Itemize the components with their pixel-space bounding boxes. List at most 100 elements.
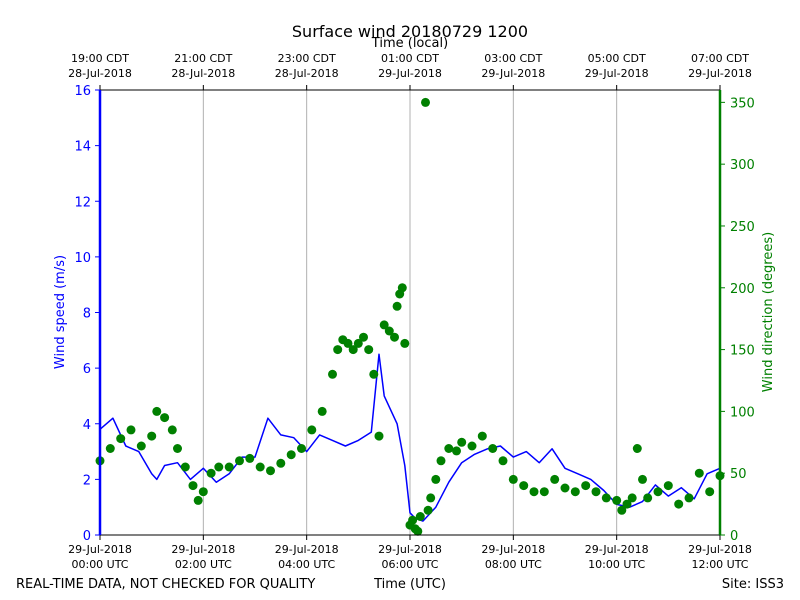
- wind-direction-point: [684, 493, 694, 503]
- right-tick-label: 300: [730, 158, 755, 173]
- x-axis-title: Time (UTC): [373, 577, 446, 592]
- wind-direction-point: [397, 283, 407, 293]
- wind-direction-point: [498, 456, 508, 466]
- wind-direction-point: [359, 332, 368, 342]
- left-tick-label: 8: [83, 307, 91, 322]
- wind-direction-point: [374, 431, 384, 441]
- x-tick-date: 29-Jul-2018: [688, 543, 752, 556]
- wind-direction-point: [167, 425, 177, 435]
- x-tick-time: 02:00 UTC: [175, 558, 232, 571]
- wind-direction-point: [333, 345, 343, 355]
- wind-direction-point: [519, 481, 529, 491]
- wind-direction-point: [444, 444, 454, 453]
- top-tick-time: 01:00 CDT: [381, 52, 439, 65]
- wind-direction-point: [431, 474, 441, 484]
- quality-disclaimer: REAL-TIME DATA, NOT CHECKED FOR QUALITY: [16, 577, 315, 592]
- top-tick-date: 29-Jul-2018: [481, 67, 545, 80]
- wind-direction-point: [180, 462, 190, 472]
- wind-direction-point: [173, 444, 182, 453]
- wind-direction-point: [224, 462, 234, 472]
- wind-direction-point: [206, 468, 216, 478]
- top-x-axis: 19:00 CDT 28-Jul-2018 21:00 CDT 28-Jul-2018…: [68, 52, 752, 90]
- wind-direction-point: [214, 462, 224, 472]
- left-y-axis: 0 2 4 6 8 10 12 14 16: [74, 84, 100, 544]
- x-tick-date: 29-Jul-2018: [68, 543, 132, 556]
- site-label: Site: ISS3: [722, 577, 784, 592]
- left-tick-label: 0: [83, 529, 91, 544]
- top-tick-date: 29-Jul-2018: [378, 67, 442, 80]
- wind-direction-point: [198, 487, 208, 497]
- wind-direction-point: [390, 332, 399, 342]
- top-tick-time: 07:00 CDT: [691, 52, 749, 65]
- right-tick-label: 200: [730, 282, 755, 297]
- wind-direction-series: [95, 97, 725, 536]
- left-tick-label: 12: [74, 195, 91, 210]
- wind-direction-point: [550, 474, 560, 484]
- x-tick-time: 06:00 UTC: [381, 558, 438, 571]
- wind-direction-point: [379, 320, 389, 330]
- wind-direction-point: [408, 515, 418, 525]
- x-tick-time: 00:00 UTC: [71, 558, 128, 571]
- top-tick-time: 03:00 CDT: [484, 52, 542, 65]
- wind-direction-point: [286, 450, 296, 460]
- wind-direction-point: [452, 446, 461, 456]
- x-tick-time: 04:00 UTC: [278, 558, 335, 571]
- wind-direction-point: [477, 431, 487, 441]
- wind-direction-point: [188, 481, 198, 491]
- wind-direction-point: [160, 413, 170, 423]
- wind-direction-point: [617, 505, 627, 515]
- wind-direction-point: [663, 481, 673, 491]
- top-axis-label: Time (local): [371, 36, 448, 51]
- wind-direction-point: [694, 468, 704, 478]
- vertical-grid: [202, 90, 618, 535]
- wind-direction-point: [152, 406, 162, 416]
- wind-direction-point: [400, 338, 410, 348]
- left-tick-label: 2: [83, 473, 91, 488]
- wind-direction-point: [116, 434, 126, 444]
- wind-direction-point: [353, 338, 363, 348]
- wind-direction-point: [529, 487, 539, 497]
- wind-direction-point: [426, 493, 436, 503]
- left-tick-label: 10: [74, 251, 91, 266]
- wind-direction-point: [415, 512, 425, 521]
- wind-direction-point: [126, 425, 136, 435]
- wind-direction-point: [436, 456, 446, 466]
- wind-direction-point: [348, 345, 358, 355]
- right-tick-label: 0: [730, 529, 738, 544]
- wind-direction-point: [508, 474, 518, 484]
- x-tick-time: 12:00 UTC: [691, 558, 748, 571]
- top-tick-time: 05:00 CDT: [588, 52, 646, 65]
- wind-direction-point: [612, 495, 622, 505]
- top-tick-date: 28-Jul-2018: [275, 67, 339, 80]
- x-tick-date: 29-Jul-2018: [585, 543, 649, 556]
- top-tick-date: 28-Jul-2018: [171, 67, 235, 80]
- wind-direction-point: [147, 431, 157, 441]
- left-tick-label: 4: [83, 418, 91, 433]
- wind-direction-point: [392, 301, 402, 311]
- top-tick-time: 21:00 CDT: [174, 52, 232, 65]
- right-tick-label: 350: [730, 96, 755, 111]
- x-tick-time: 08:00 UTC: [485, 558, 542, 571]
- wind-direction-point: [193, 495, 203, 505]
- wind-direction-point: [413, 526, 423, 536]
- wind-direction-point: [136, 441, 146, 451]
- wind-direction-point: [343, 338, 353, 348]
- bottom-x-axis: 29-Jul-2018 00:00 UTC 29-Jul-2018 02:00 UTC…: [68, 535, 752, 571]
- wind-direction-point: [384, 326, 394, 336]
- wind-direction-point: [560, 483, 570, 493]
- wind-direction-point: [255, 462, 265, 472]
- wind-direction-point: [245, 453, 255, 463]
- wind-direction-point: [601, 493, 611, 503]
- wind-direction-point: [235, 456, 244, 466]
- wind-direction-point: [457, 437, 467, 447]
- right-tick-label: 100: [730, 405, 755, 420]
- right-tick-label: 150: [730, 344, 755, 359]
- wind-direction-point: [632, 444, 642, 453]
- x-tick-date: 29-Jul-2018: [275, 543, 339, 556]
- right-tick-label: 250: [730, 220, 755, 235]
- wind-direction-point: [328, 369, 337, 379]
- top-tick-date: 28-Jul-2018: [68, 67, 132, 80]
- wind-direction-point: [369, 369, 379, 379]
- wind-direction-point: [638, 474, 647, 484]
- wind-direction-point: [653, 487, 663, 497]
